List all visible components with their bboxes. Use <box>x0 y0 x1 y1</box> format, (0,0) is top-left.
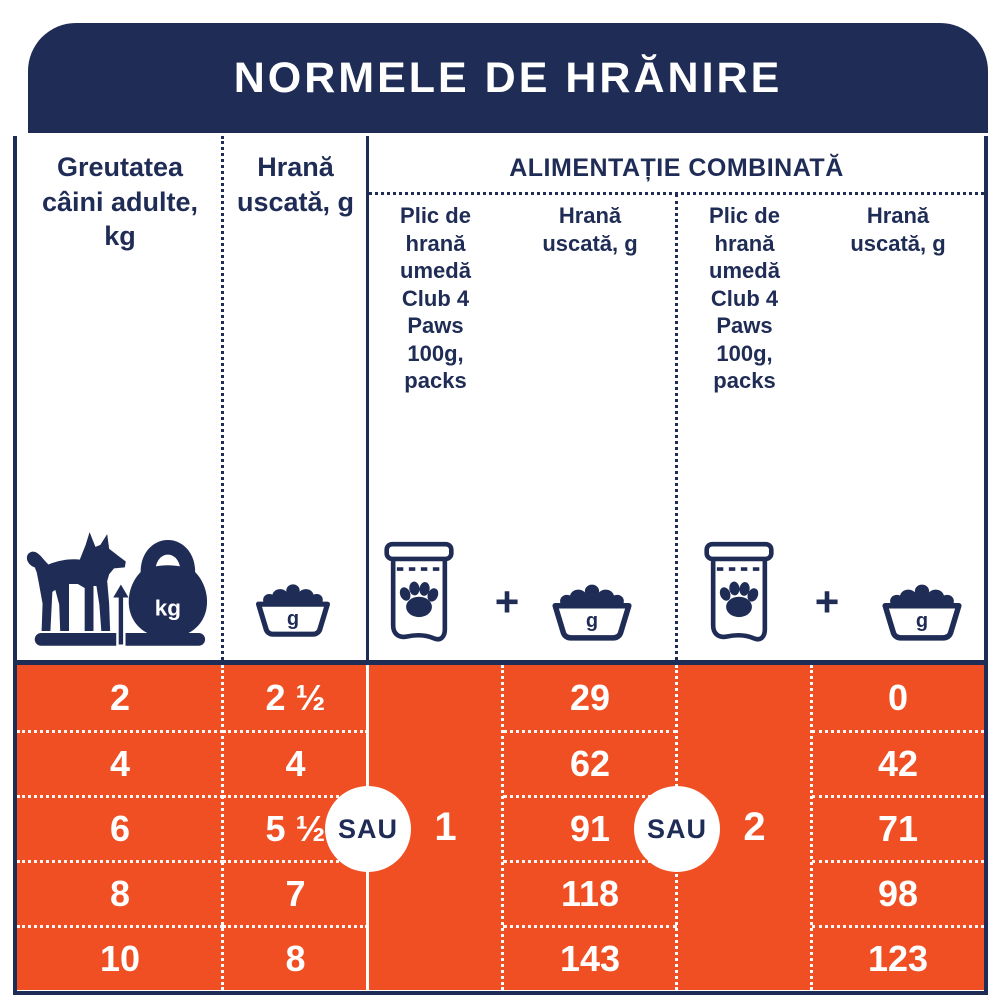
combo-dry-2-value: 98 <box>812 860 984 925</box>
pouch-2-merged-gap <box>677 925 812 990</box>
weight-value: 6 <box>17 795 223 860</box>
weight-value: 4 <box>17 730 223 795</box>
bowl-gram-label: g <box>585 610 599 632</box>
feeding-table: Greutatea câini adulte, kg Hrană uscată,… <box>13 136 988 995</box>
table-row: 6 5 ½ 91 71 <box>17 795 984 860</box>
pouch-2-merged-gap <box>677 860 812 925</box>
plus-icon: + <box>494 578 520 625</box>
pouch-2-merged-gap <box>677 730 812 795</box>
header-combined-title: ALIMENTAȚIE COMBINATĂ <box>509 154 844 182</box>
combo-dry-2-value: 42 <box>812 730 984 795</box>
wet-food-pouch-icon <box>383 538 455 650</box>
combo-dry-1-value: 118 <box>503 860 677 925</box>
plus-icon: + <box>814 578 840 625</box>
divider-combined-halves <box>675 194 678 660</box>
dog-weight-scale-icon: kg <box>26 532 208 647</box>
divider-weight-dry <box>221 136 224 660</box>
or-label: SAU <box>646 813 707 844</box>
combo-dry-1-value: 29 <box>569 677 611 718</box>
weight-value: 8 <box>17 860 223 925</box>
bowl-gram-label: g <box>915 610 929 632</box>
combo-dry-2-value: 123 <box>812 925 984 990</box>
combo-dry-1-value: 62 <box>503 730 677 795</box>
divider-dry-combined <box>366 136 369 660</box>
title-bar: NORMELE DE HRĂNIRE <box>28 23 988 133</box>
wet-food-pouch-icon <box>703 538 775 650</box>
header-pouch-col-1: Plic de hrană umedă Club 4 Paws 100g, pa… <box>400 203 471 393</box>
pouch-1-merged-gap <box>368 665 503 730</box>
divider-pouch2-dry2 <box>810 665 813 990</box>
pouch-1-merged-gap <box>368 925 503 990</box>
dry-value: 8 <box>223 925 368 990</box>
page-title: NORMELE DE HRĂNIRE <box>233 53 783 102</box>
dog-silhouette <box>26 532 126 632</box>
dry-value: 5 ½ <box>223 795 368 860</box>
table-row: 2 2 ½ 29 0 <box>17 665 984 730</box>
combo-dry-1-value: 91 <box>503 795 677 860</box>
table-header: Greutatea câini adulte, kg Hrană uscată,… <box>17 136 984 660</box>
pouch-1-merged-gap <box>368 730 503 795</box>
kettlebell-body <box>128 565 208 638</box>
header-dry-col: Hrană uscată, g <box>236 152 355 217</box>
pouch-2-merged-gap <box>677 665 812 730</box>
divider-weight-dry-orange <box>221 665 224 990</box>
kettlebell-handle <box>140 540 195 580</box>
combo-dry-1-value: 143 <box>503 925 677 990</box>
table-row: 8 7 118 98 <box>17 860 984 925</box>
dry-value: 4 <box>223 730 368 795</box>
or-badge-2: SAU <box>634 786 720 872</box>
dry-value: 7 <box>223 860 368 925</box>
header-weight-col: Greutatea câini adulte, kg <box>41 152 199 252</box>
divider-under-combined-title <box>369 192 984 195</box>
weight-value: 10 <box>17 925 223 990</box>
divider-pouch1-dry1 <box>501 665 504 990</box>
pouch-1-merged-gap <box>368 860 503 925</box>
bowl-gram-label: g <box>286 608 300 630</box>
combo-dry-2-value: 71 <box>812 795 984 860</box>
or-badge-1: SAU <box>325 786 411 872</box>
pouches-count-2: 2 <box>743 805 766 849</box>
table-row: 4 4 62 42 <box>17 730 984 795</box>
header-pouch-col-2: Plic de hrană umedă Club 4 Paws 100g, pa… <box>709 203 780 393</box>
pouches-count-1: 1 <box>434 805 457 849</box>
weight-value: 2 <box>109 677 131 718</box>
header-combo-dry-col-2: Hrană uscată, g <box>850 203 946 256</box>
dry-value: 2 ½ <box>265 677 326 718</box>
kg-label: kg <box>155 595 181 620</box>
or-label: SAU <box>337 813 398 844</box>
table-row: 10 8 143 123 <box>17 925 984 990</box>
combo-dry-2-value: 0 <box>887 677 909 718</box>
table-body: 2 2 ½ 29 0 4 4 62 42 6 5 ½ 91 <box>17 660 984 990</box>
header-combo-dry-col-1: Hrană uscată, g <box>542 203 638 256</box>
